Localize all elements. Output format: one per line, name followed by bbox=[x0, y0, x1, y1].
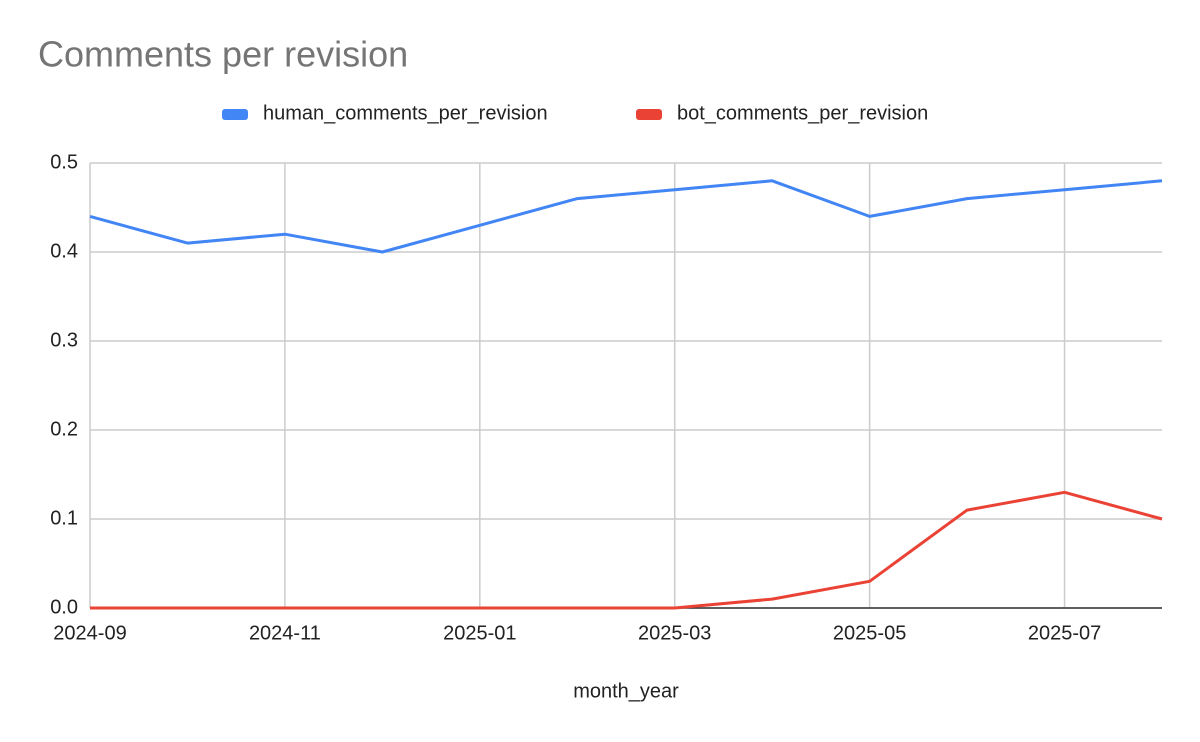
legend-label: human_comments_per_revision bbox=[263, 102, 548, 124]
x-tick-label: 2024-11 bbox=[249, 622, 321, 644]
data-line bbox=[89, 179, 1163, 254]
x-tick-label: 2025-07 bbox=[1028, 622, 1101, 644]
y-tick-label: 0.0 bbox=[50, 596, 78, 618]
y-tick-label: 0.3 bbox=[50, 329, 78, 351]
y-tick-label: 0.1 bbox=[50, 507, 78, 529]
data-line bbox=[90, 490, 1163, 610]
legend-label: bot_comments_per_revision bbox=[677, 102, 928, 124]
x-tick-label: 2024-09 bbox=[53, 622, 126, 644]
x-tick-label: 2025-05 bbox=[833, 622, 906, 644]
chart-title: Comments per revision bbox=[38, 34, 408, 75]
x-tick-label: 2025-01 bbox=[443, 622, 516, 644]
y-tick-label: 0.2 bbox=[50, 418, 78, 440]
legend-swatch bbox=[222, 109, 248, 120]
y-tick-label: 0.5 bbox=[50, 151, 78, 173]
x-tick-label: 2025-03 bbox=[638, 622, 711, 644]
legend-swatch bbox=[636, 109, 662, 120]
y-tick-label: 0.4 bbox=[50, 240, 78, 262]
x-axis-title: month_year bbox=[573, 680, 679, 702]
